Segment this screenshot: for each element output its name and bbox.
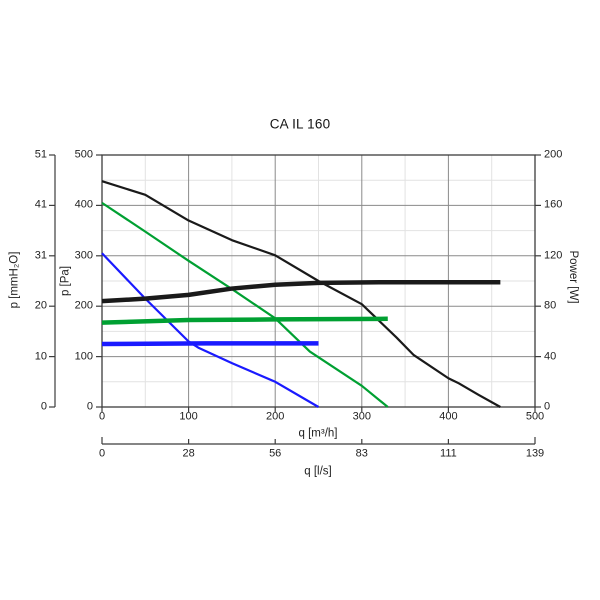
ls-tick-label: 28 <box>182 447 195 460</box>
mmh2o-tick-label: 0 <box>40 400 47 413</box>
y-axis-label-power: Power [W] <box>566 250 579 304</box>
pa-tick-label: 100 <box>74 350 93 363</box>
power-tick-label: 120 <box>544 249 563 262</box>
y-axis-label-mmh2o: p [mmH₂O] <box>8 251 21 309</box>
x-axis-label-m3h: q [m³/h] <box>298 427 338 440</box>
m3h-tick-label: 400 <box>439 410 458 423</box>
power-curve-speed-3 <box>101 280 501 304</box>
m3h-tick-label: 200 <box>266 410 285 423</box>
mmh2o-tick-label: 41 <box>34 198 47 211</box>
mmh2o-tick-label: 51 <box>34 148 47 161</box>
power-curve-speed-2 <box>101 316 388 325</box>
pa-tick-label: 500 <box>74 148 93 161</box>
m3h-tick-label: 0 <box>98 410 106 423</box>
m3h-tick-label: 100 <box>179 410 198 423</box>
power-tick-label: 80 <box>544 299 557 312</box>
mmh2o-tick-label: 20 <box>34 299 47 312</box>
power-tick-label: 160 <box>544 198 563 211</box>
pressure-curve-speed-3 <box>101 180 501 408</box>
ls-tick-label: 56 <box>269 447 282 460</box>
power-tick-label: 0 <box>544 400 551 413</box>
m3h-tick-label: 500 <box>525 410 545 423</box>
pressure-curve-speed-2 <box>101 201 389 408</box>
m3h-tick-label: 300 <box>352 410 371 423</box>
ls-tick-label: 111 <box>440 447 457 460</box>
y-axis-label-pa: p [Pa] <box>59 265 72 297</box>
pa-tick-label: 300 <box>74 249 93 262</box>
pa-tick-label: 200 <box>74 299 93 312</box>
mmh2o-tick-label: 10 <box>34 350 47 363</box>
power-tick-label: 200 <box>544 148 563 161</box>
x-axis-label-ls: q [l/s] <box>304 465 332 478</box>
ls-tick-label: 83 <box>355 447 368 460</box>
power-tick-label: 40 <box>544 350 557 363</box>
mmh2o-tick-label: 31 <box>34 249 47 262</box>
pa-tick-label: 400 <box>74 198 93 211</box>
ls-tick-label: 0 <box>98 447 106 460</box>
pa-tick-label: 0 <box>86 400 93 413</box>
ls-tick-label: 139 <box>525 447 545 460</box>
chart-title: CA IL 160 <box>269 116 331 132</box>
power-curve-speed-1 <box>101 341 319 347</box>
